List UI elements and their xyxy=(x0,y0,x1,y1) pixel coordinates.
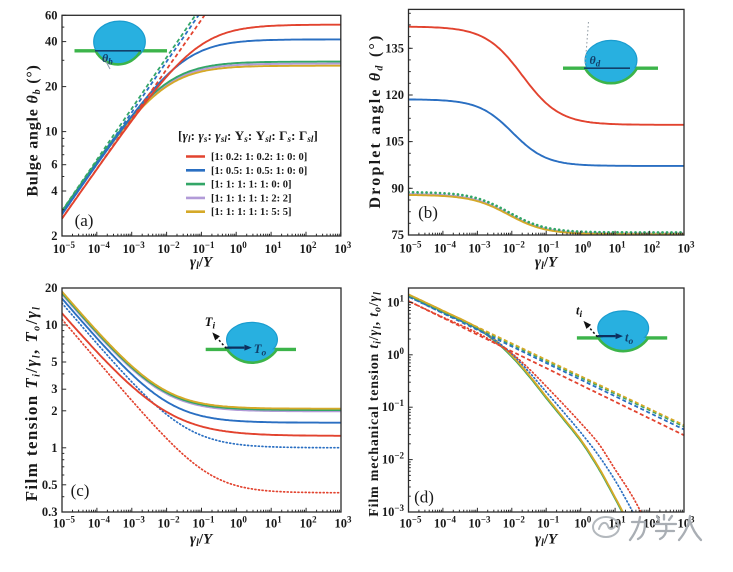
svg-text:[1: 1: 1: 1: 1: 2: 2]: [1: 1: 1: 1: 1: 2: 2] xyxy=(211,193,291,204)
svg-text:40: 40 xyxy=(45,35,58,49)
svg-text:2: 2 xyxy=(51,229,57,243)
svg-text:105: 105 xyxy=(385,135,404,149)
svg-text:Film mechanical tension ti​/γl: Film mechanical tension ti​/γl​, to​/γl​ xyxy=(367,291,384,516)
svg-text:θd: θd xyxy=(590,53,601,69)
svg-text:Ti: Ti xyxy=(205,315,216,332)
svg-text:Droplet angle θd​ (°): Droplet angle θd​ (°) xyxy=(367,34,386,209)
svg-text:4: 4 xyxy=(51,184,58,198)
svg-text:to: to xyxy=(625,330,633,347)
svg-text:0.3: 0.3 xyxy=(42,505,58,519)
svg-text:(b): (b) xyxy=(418,203,438,222)
svg-text:(a): (a) xyxy=(75,211,94,230)
svg-text:3: 3 xyxy=(51,382,57,396)
svg-text:Bulge angle θb​ (°): Bulge angle θb​ (°) xyxy=(25,64,44,196)
svg-text:(d): (d) xyxy=(414,488,434,507)
svg-text:(c): (c) xyxy=(71,481,90,500)
svg-text:Film tension Ti​/γl​, To​/γl​: Film tension Ti​/γl​, To​/γl​ xyxy=(22,306,43,502)
svg-text:2: 2 xyxy=(51,404,57,418)
svg-text:20: 20 xyxy=(45,281,58,295)
svg-text:[1: 0.5: 1: 0.5: 1: 0: 0]: [1: 0.5: 1: 0.5: 1: 0: 0] xyxy=(211,166,307,177)
svg-text:γl/Y: γl/Y xyxy=(190,532,214,550)
svg-text:[γl​: γs​: γsl​: Υs​: Υsl​: Γs: [γl​: γs​: γsl​: Υs​: Υsl​: Γs​: Γsl​] xyxy=(178,128,318,144)
svg-text:γl/Y: γl/Y xyxy=(535,532,559,550)
svg-text:10: 10 xyxy=(45,318,58,332)
svg-text:1: 1 xyxy=(51,441,57,455)
svg-text:[1: 1: 1: 1: 1: 5: 5]: [1: 1: 1: 1: 1: 5: 5] xyxy=(211,207,291,218)
svg-text:[1: 1: 1: 1: 1: 0: 0]: [1: 1: 1: 1: 1: 0: 0] xyxy=(211,180,291,191)
svg-text:20: 20 xyxy=(45,80,58,94)
svg-text:ti: ti xyxy=(576,303,582,320)
svg-text:120: 120 xyxy=(385,88,404,102)
svg-text:0.5: 0.5 xyxy=(42,478,58,492)
svg-text:10: 10 xyxy=(45,125,58,139)
svg-text:θb: θb xyxy=(102,51,113,67)
svg-text:6: 6 xyxy=(51,158,57,172)
svg-text:135: 135 xyxy=(385,41,404,55)
svg-text:[1: 0.2: 1: 0.2: 1: 0: 0]: [1: 0.2: 1: 0.2: 1: 0: 0] xyxy=(211,152,307,163)
svg-text:90: 90 xyxy=(392,181,405,195)
svg-text:5: 5 xyxy=(51,355,57,369)
svg-text:γl/Y: γl/Y xyxy=(535,255,559,273)
svg-text:60: 60 xyxy=(45,8,58,22)
svg-text:75: 75 xyxy=(392,228,405,242)
svg-text:γl/Y: γl/Y xyxy=(190,255,214,273)
